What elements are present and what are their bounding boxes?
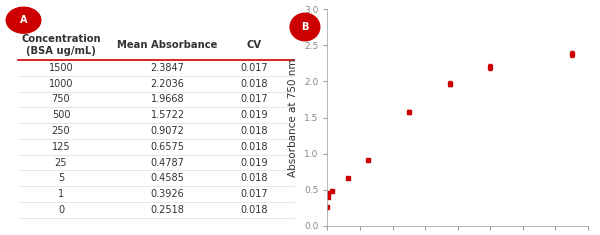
Text: 0.017: 0.017: [240, 63, 268, 73]
Text: 0.3926: 0.3926: [151, 189, 184, 199]
Text: 0.018: 0.018: [240, 79, 268, 89]
Circle shape: [290, 13, 320, 41]
Text: 0.019: 0.019: [240, 158, 268, 168]
Text: 25: 25: [55, 158, 67, 168]
Circle shape: [6, 7, 41, 33]
Text: 2.2036: 2.2036: [151, 79, 184, 89]
Text: 0.018: 0.018: [240, 126, 268, 136]
Text: 2.3847: 2.3847: [151, 63, 184, 73]
Text: 0.019: 0.019: [240, 110, 268, 120]
Text: 125: 125: [52, 142, 70, 152]
Text: 5: 5: [58, 173, 64, 183]
Text: A: A: [20, 15, 27, 25]
Text: Concentration
(BSA ug/mL): Concentration (BSA ug/mL): [21, 34, 101, 56]
Text: 250: 250: [52, 126, 70, 136]
Text: 0.018: 0.018: [240, 142, 268, 152]
Text: 1: 1: [58, 189, 64, 199]
Text: 0.2518: 0.2518: [151, 205, 184, 215]
Text: 0.4585: 0.4585: [151, 173, 184, 183]
Text: 1500: 1500: [49, 63, 73, 73]
Text: 0.017: 0.017: [240, 189, 268, 199]
Text: 0.9072: 0.9072: [151, 126, 184, 136]
Text: 0.4787: 0.4787: [151, 158, 184, 168]
Text: 0: 0: [58, 205, 64, 215]
Text: 1.9668: 1.9668: [151, 94, 184, 104]
Text: 1000: 1000: [49, 79, 73, 89]
Text: 1.5722: 1.5722: [151, 110, 185, 120]
Text: Mean Absorbance: Mean Absorbance: [118, 40, 218, 50]
Y-axis label: Absorbance at 750 nm: Absorbance at 750 nm: [289, 58, 298, 177]
Text: 0.017: 0.017: [240, 94, 268, 104]
Text: B: B: [301, 22, 308, 32]
Text: 750: 750: [52, 94, 70, 104]
Text: 0.018: 0.018: [240, 173, 268, 183]
Text: 0.6575: 0.6575: [151, 142, 185, 152]
Text: 0.018: 0.018: [240, 205, 268, 215]
Text: CV: CV: [247, 40, 262, 50]
Text: 500: 500: [52, 110, 70, 120]
